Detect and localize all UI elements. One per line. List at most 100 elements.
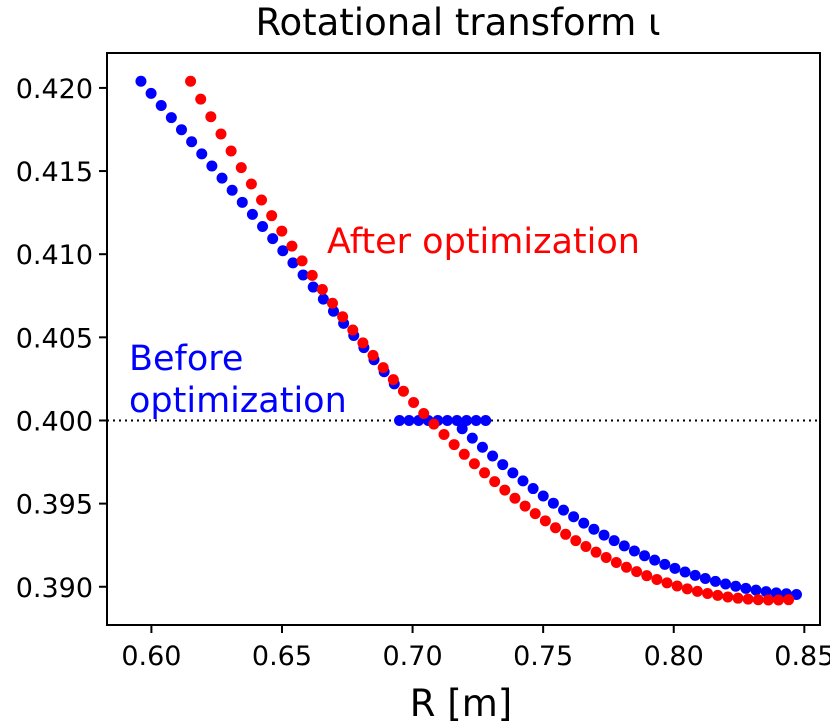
data-point — [468, 458, 480, 470]
data-point — [570, 535, 582, 547]
data-point — [267, 233, 279, 245]
data-point — [517, 475, 529, 487]
x-tick-label: 0.70 — [383, 641, 443, 672]
y-tick-label: 0.420 — [16, 74, 93, 105]
data-point — [466, 432, 478, 444]
data-point — [661, 577, 673, 589]
plot-frame — [106, 52, 821, 626]
data-point — [196, 148, 208, 160]
data-point — [441, 414, 453, 426]
data-point — [618, 540, 630, 552]
data-point — [649, 554, 661, 566]
data-point — [307, 281, 319, 293]
data-point — [327, 305, 339, 317]
x-axis: 0.60 0.65 0.70 0.75 0.80 0.85 — [121, 625, 830, 672]
data-point — [236, 196, 248, 208]
data-point — [671, 580, 683, 592]
data-point — [225, 145, 237, 157]
data-point — [651, 573, 663, 585]
data-point — [458, 448, 470, 460]
data-point — [377, 362, 389, 374]
data-point — [783, 594, 795, 606]
chart-title: Rotational transform ι — [255, 1, 660, 44]
data-point — [712, 589, 724, 601]
data-point — [620, 561, 632, 573]
data-point — [773, 594, 785, 606]
y-tick-label: 0.415 — [16, 157, 93, 188]
data-point — [216, 172, 228, 184]
data-point — [326, 297, 338, 309]
data-point — [448, 439, 460, 451]
data-point — [186, 136, 198, 148]
data-point — [608, 535, 620, 547]
data-point — [165, 112, 177, 124]
data-point — [588, 523, 600, 535]
data-point — [461, 414, 473, 426]
data-point — [257, 221, 269, 233]
data-point — [659, 558, 671, 570]
data-point — [418, 407, 430, 419]
data-point — [480, 414, 492, 426]
data-point — [631, 566, 643, 578]
annotation-line: optimization — [129, 381, 347, 421]
data-point — [628, 545, 640, 557]
data-point — [610, 557, 622, 569]
annotation-before-optimization: Before optimization — [129, 339, 347, 421]
data-point — [578, 517, 590, 529]
data-point — [519, 500, 531, 512]
data-point — [537, 490, 549, 502]
data-point — [702, 588, 714, 600]
data-point — [580, 541, 592, 553]
data-point — [155, 99, 167, 111]
data-point — [347, 324, 359, 336]
data-point — [679, 566, 691, 578]
x-tick-label: 0.75 — [513, 641, 573, 672]
data-point — [720, 578, 732, 590]
data-point — [709, 575, 721, 587]
data-point — [750, 584, 762, 596]
data-point — [722, 591, 734, 603]
data-point — [256, 194, 268, 206]
data-point — [639, 550, 651, 562]
data-point — [246, 208, 258, 220]
data-point — [394, 414, 406, 426]
data-point — [135, 75, 147, 87]
data-point — [205, 111, 217, 123]
y-tick-label: 0.410 — [16, 240, 93, 271]
data-point — [598, 529, 610, 541]
data-point — [195, 93, 207, 105]
data-point — [568, 511, 580, 523]
y-tick-label: 0.400 — [16, 406, 93, 437]
data-point — [286, 240, 298, 252]
data-point — [732, 592, 744, 604]
data-point — [408, 397, 420, 409]
data-point — [479, 467, 491, 479]
annotation-after-optimization: After optimization — [327, 222, 640, 262]
data-point — [206, 160, 218, 172]
data-point — [145, 87, 157, 99]
data-point — [547, 497, 559, 509]
data-point — [539, 515, 551, 527]
data-point — [403, 414, 415, 426]
x-tick-label: 0.85 — [774, 641, 830, 672]
data-point — [276, 225, 288, 237]
data-point — [527, 483, 539, 495]
data-point — [507, 467, 519, 479]
data-point — [387, 374, 399, 386]
y-tick-label: 0.405 — [16, 323, 93, 354]
data-point — [497, 459, 509, 471]
data-point — [742, 593, 754, 605]
data-point — [397, 385, 409, 397]
data-point — [316, 283, 328, 295]
data-point — [529, 508, 541, 520]
data-point — [560, 528, 572, 540]
data-point — [699, 573, 711, 585]
x-tick-label: 0.60 — [121, 641, 181, 672]
data-point — [762, 594, 774, 606]
data-point — [287, 257, 299, 269]
y-tick-label: 0.390 — [16, 573, 93, 604]
data-point — [317, 293, 329, 305]
data-point — [306, 269, 318, 281]
data-point — [590, 546, 602, 558]
